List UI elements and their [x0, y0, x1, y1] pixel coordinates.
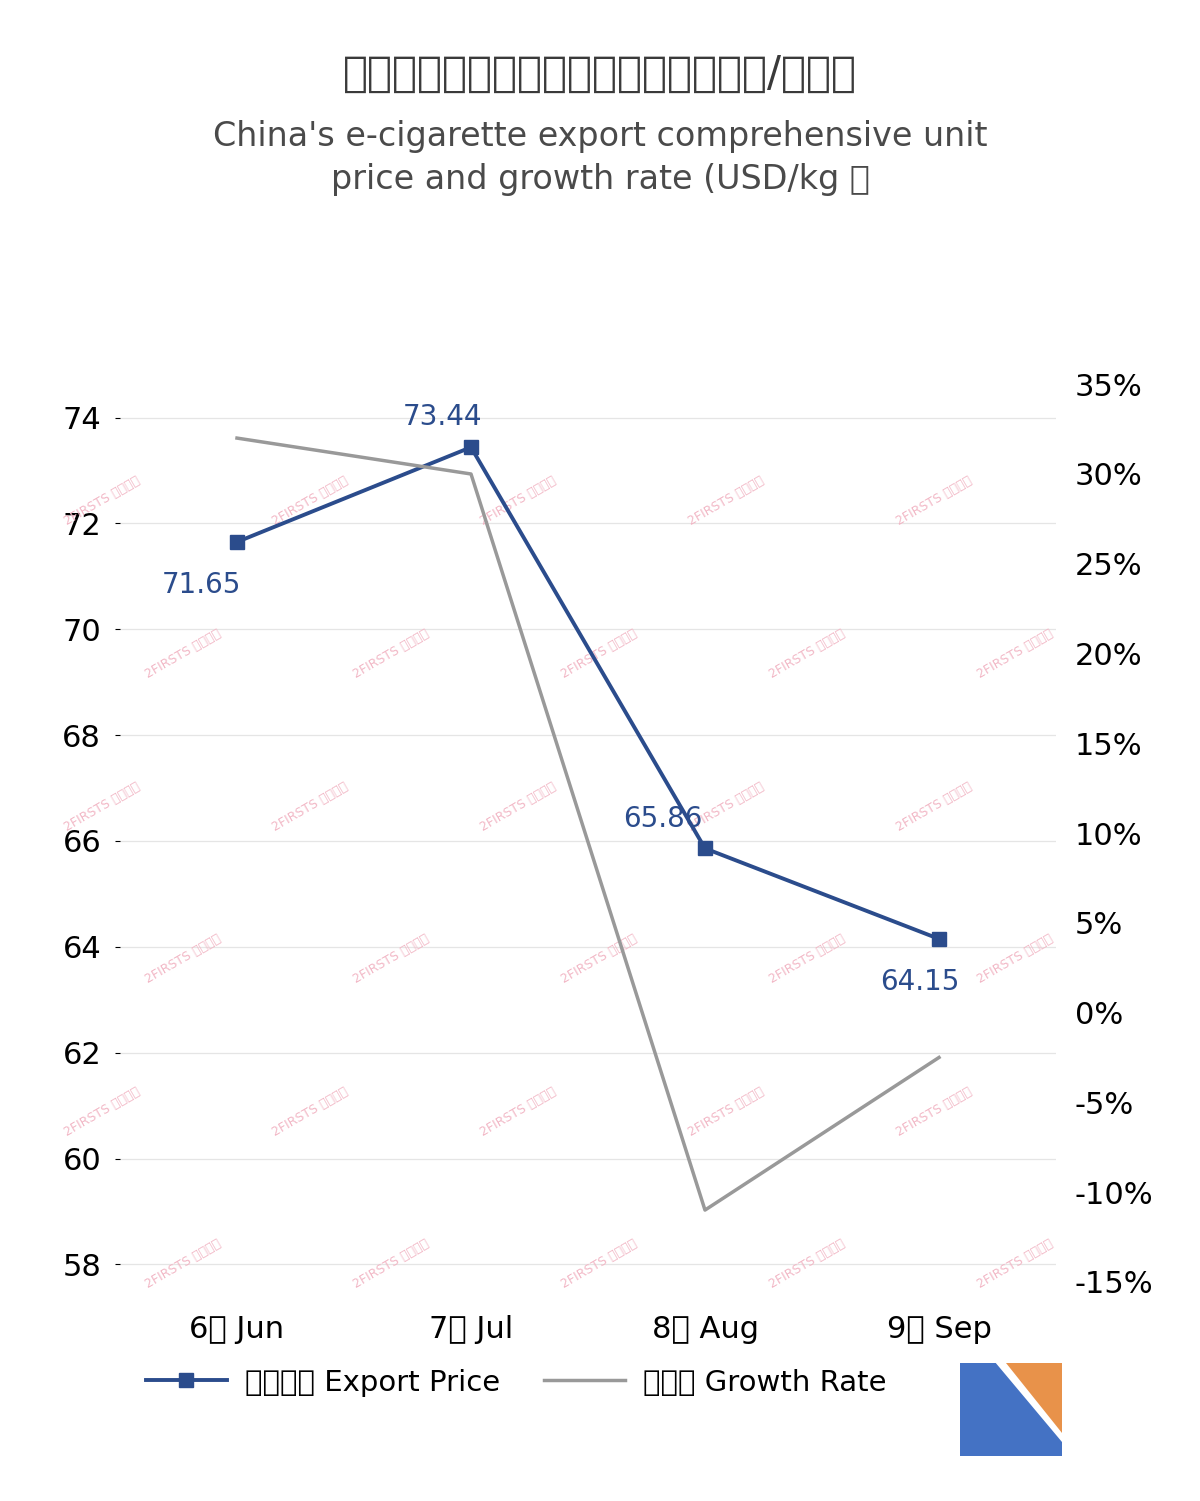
增长率 Growth Rate — [698, 1201, 713, 1219]
Text: 65.86: 65.86 — [623, 805, 702, 833]
Text: 2FIRSTS 商个至上: 2FIRSTS 商个至上 — [894, 474, 973, 528]
Text: 2FIRSTS 商个至上: 2FIRSTS 商个至上 — [768, 627, 847, 681]
Text: 中国电子烟出口综合单价及增速（美元/千克）: 中国电子烟出口综合单价及增速（美元/千克） — [343, 53, 857, 95]
Text: 2FIRSTS 商个至上: 2FIRSTS 商个至上 — [894, 779, 973, 833]
Text: 64.15: 64.15 — [881, 968, 960, 997]
Line: 增长率 Growth Rate: 增长率 Growth Rate — [238, 438, 940, 1210]
Text: 71.65: 71.65 — [162, 570, 241, 599]
Text: 2FIRSTS 商个至上: 2FIRSTS 商个至上 — [685, 779, 766, 833]
出口单价 Export Price — [230, 533, 245, 551]
Text: 2FIRSTS 商个至上: 2FIRSTS 商个至上 — [61, 1085, 142, 1139]
增长率 Growth Rate — [932, 1049, 947, 1067]
Text: 2FIRSTS 商个至上: 2FIRSTS 商个至上 — [478, 1085, 558, 1139]
Text: 2FIRSTS 商个至上: 2FIRSTS 商个至上 — [894, 1085, 973, 1139]
Legend: 出口单价 Export Price, 增长率 Growth Rate: 出口单价 Export Price, 增长率 Growth Rate — [134, 1357, 898, 1408]
Text: 2FIRSTS 商个至上: 2FIRSTS 商个至上 — [559, 1237, 640, 1291]
出口单价 Export Price — [463, 438, 478, 456]
出口单价 Export Price — [932, 931, 947, 949]
Text: 2FIRSTS 商个至上: 2FIRSTS 商个至上 — [559, 627, 640, 681]
Text: 2FIRSTS 商个至上: 2FIRSTS 商个至上 — [270, 779, 349, 833]
Text: 2FIRSTS 商个至上: 2FIRSTS 商个至上 — [352, 932, 432, 986]
Text: 2FIRSTS 商个至上: 2FIRSTS 商个至上 — [559, 932, 640, 986]
Text: 2FIRSTS 商个至上: 2FIRSTS 商个至上 — [478, 474, 558, 528]
Text: 2FIRSTS 商个至上: 2FIRSTS 商个至上 — [685, 474, 766, 528]
Text: 2FIRSTS 商个至上: 2FIRSTS 商个至上 — [768, 932, 847, 986]
Text: 2FIRSTS 商个至上: 2FIRSTS 商个至上 — [976, 932, 1056, 986]
增长率 Growth Rate — [463, 465, 478, 483]
Text: 2FIRSTS 商个至上: 2FIRSTS 商个至上 — [685, 1085, 766, 1139]
Text: 2FIRSTS 商个至上: 2FIRSTS 商个至上 — [352, 1237, 432, 1291]
Polygon shape — [1006, 1363, 1062, 1432]
Polygon shape — [996, 1363, 1062, 1442]
Text: 2FIRSTS 商个至上: 2FIRSTS 商个至上 — [144, 1237, 223, 1291]
出口单价 Export Price — [698, 839, 713, 857]
Text: 2FIRSTS 商个至上: 2FIRSTS 商个至上 — [144, 932, 223, 986]
Line: 出口单价 Export Price: 出口单价 Export Price — [230, 440, 946, 946]
Text: 2FIRSTS 商个至上: 2FIRSTS 商个至上 — [768, 1237, 847, 1291]
Text: 2FIRSTS 商个至上: 2FIRSTS 商个至上 — [270, 1085, 349, 1139]
Text: 73.44: 73.44 — [403, 404, 482, 431]
Text: 2FIRSTS 商个至上: 2FIRSTS 商个至上 — [976, 1237, 1056, 1291]
Text: 2FIRSTS 商个至上: 2FIRSTS 商个至上 — [270, 474, 349, 528]
增长率 Growth Rate — [230, 429, 245, 447]
Text: 2FIRSTS 商个至上: 2FIRSTS 商个至上 — [61, 779, 142, 833]
Text: China's e-cigarette export comprehensive unit
price and growth rate (USD/kg ）: China's e-cigarette export comprehensive… — [212, 120, 988, 197]
Text: 2FIRSTS 商个至上: 2FIRSTS 商个至上 — [61, 474, 142, 528]
Text: 2FIRSTS 商个至上: 2FIRSTS 商个至上 — [976, 627, 1056, 681]
Text: 2FIRSTS 商个至上: 2FIRSTS 商个至上 — [352, 627, 432, 681]
Text: 2FIRSTS 商个至上: 2FIRSTS 商个至上 — [144, 627, 223, 681]
Text: 2FIRSTS 商个至上: 2FIRSTS 商个至上 — [478, 779, 558, 833]
